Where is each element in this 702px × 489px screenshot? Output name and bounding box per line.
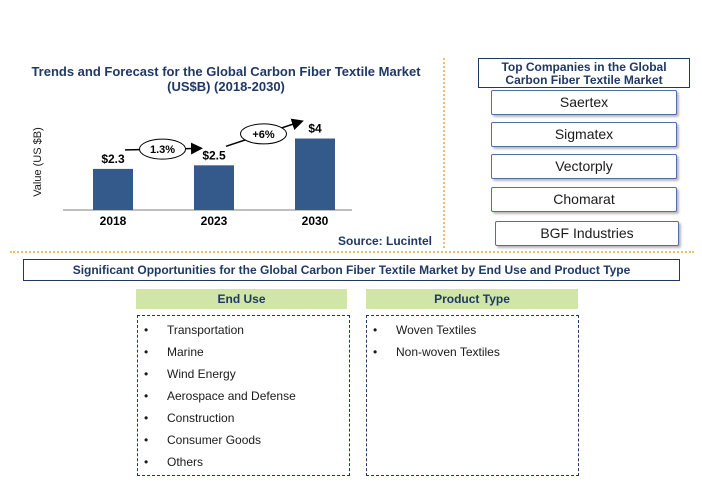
horizontal-divider <box>10 251 694 253</box>
opportunities-banner: Significant Opportunities for the Global… <box>23 259 680 281</box>
bullet-icon: • <box>373 345 378 359</box>
growth-bubble <box>139 138 186 160</box>
bar-2018 <box>93 168 133 210</box>
bullet-icon: • <box>144 411 149 425</box>
bar-2023 <box>194 165 234 210</box>
bullet-icon: • <box>144 345 149 359</box>
vertical-divider <box>443 58 445 248</box>
data-label-2030: $4 <box>308 122 322 136</box>
product-type-list: • Woven Textiles • Non-woven Textiles <box>366 315 579 476</box>
bullet-icon: • <box>144 367 149 381</box>
company-box: Sigmatex <box>491 122 677 147</box>
list-item: • Wind Energy <box>144 367 236 381</box>
list-item: • Transportation <box>144 323 244 337</box>
chart-title: Trends and Forecast for the Global Carbo… <box>31 64 421 94</box>
company-box: BGF Industries <box>495 221 679 246</box>
x-tick-2023: 2023 <box>201 214 228 228</box>
data-label-2018: $2.3 <box>101 152 125 166</box>
x-tick-2018: 2018 <box>100 214 127 228</box>
data-label-2023: $2.5 <box>202 148 226 162</box>
company-box: Chomarat <box>491 187 677 212</box>
bar-chart: Value (US $B) $2.3 2018 $2.5 2023 $4 2030 1.3… <box>32 118 352 228</box>
list-item: • Others <box>144 455 204 469</box>
bullet-icon: • <box>144 433 149 447</box>
bullet-icon: • <box>144 455 149 469</box>
bullet-icon: • <box>144 389 149 403</box>
company-box: Saertex <box>491 90 677 115</box>
bar-2030 <box>295 138 335 210</box>
growth-label: +6% <box>252 129 275 141</box>
list-item: • Woven Textiles <box>373 323 477 337</box>
source-note: Source: Lucintel <box>338 234 433 248</box>
bullet-icon: • <box>144 323 149 337</box>
growth-bubble <box>240 123 287 145</box>
list-item: • Marine <box>144 345 204 359</box>
growth-label: 1.3% <box>150 144 175 156</box>
list-item: • Construction <box>144 411 235 425</box>
company-box: Vectorply <box>491 154 677 179</box>
list-item: • Aerospace and Defense <box>144 389 296 403</box>
product-type-header: Product Type <box>366 289 578 309</box>
end-use-header: End Use <box>136 289 347 309</box>
x-tick-2030: 2030 <box>302 214 329 228</box>
bullet-icon: • <box>373 323 378 337</box>
y-axis-label: Value (US $B) <box>32 127 44 197</box>
end-use-list: • Transportation • Marine • Wind Energy • Ae… <box>137 315 350 476</box>
list-item: • Non-woven Textiles <box>373 345 500 359</box>
list-item: • Consumer Goods <box>144 433 262 447</box>
companies-title: Top Companies in the Global Carbon Fiber… <box>478 58 690 88</box>
